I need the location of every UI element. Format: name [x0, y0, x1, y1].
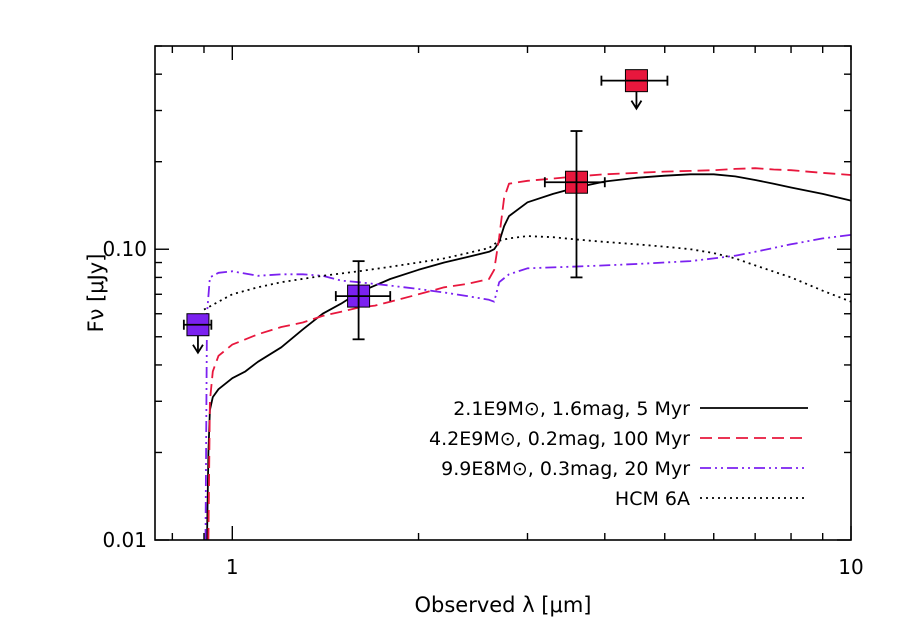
- data-point-1: [182, 313, 213, 355]
- series-line-1: [206, 173, 852, 541]
- y-axis-title: Fν [μJy]: [84, 254, 108, 333]
- tick-labels: 1 10 0.01 0.10: [102, 237, 863, 579]
- data-point-2: [334, 260, 392, 341]
- x-tick-label: 1: [226, 555, 239, 579]
- axis-ticks: [155, 45, 852, 541]
- plot-frame: [154, 45, 852, 541]
- legend-entry-1: 2.1E9M⊙, 1.6mag, 5 Myr: [453, 398, 808, 420]
- data-point-4: [600, 69, 669, 111]
- legend-entry-2: 4.2E9M⊙, 0.2mag, 100 Myr: [429, 428, 808, 450]
- x-tick-label: 10: [838, 555, 863, 579]
- legend: 2.1E9M⊙, 1.6mag, 5 Myr 4.2E9M⊙, 0.2mag, 1…: [429, 398, 808, 510]
- series-line-4: [203, 235, 852, 311]
- upper-limit-arrow-head: [630, 100, 643, 111]
- y-tick-label: 0.10: [102, 237, 147, 261]
- legend-label: HCM 6A: [615, 488, 690, 510]
- photometry-points: [182, 69, 669, 355]
- series-line-3: [204, 234, 852, 541]
- legend-label: 9.9E8M⊙, 0.3mag, 20 Myr: [441, 458, 690, 480]
- y-tick-label: 0.01: [102, 528, 147, 552]
- series-line-2: [207, 167, 852, 541]
- legend-entry-3: 9.9E8M⊙, 0.3mag, 20 Myr: [441, 458, 808, 480]
- upper-limit-arrow-head: [192, 344, 204, 355]
- x-axis-title: Observed λ [μm]: [414, 593, 591, 617]
- model-curves: [203, 167, 852, 541]
- legend-entry-4: HCM 6A: [615, 488, 808, 510]
- data-point-3: [543, 130, 606, 279]
- legend-label: 2.1E9M⊙, 1.6mag, 5 Myr: [453, 398, 690, 420]
- legend-label: 4.2E9M⊙, 0.2mag, 100 Myr: [429, 428, 690, 450]
